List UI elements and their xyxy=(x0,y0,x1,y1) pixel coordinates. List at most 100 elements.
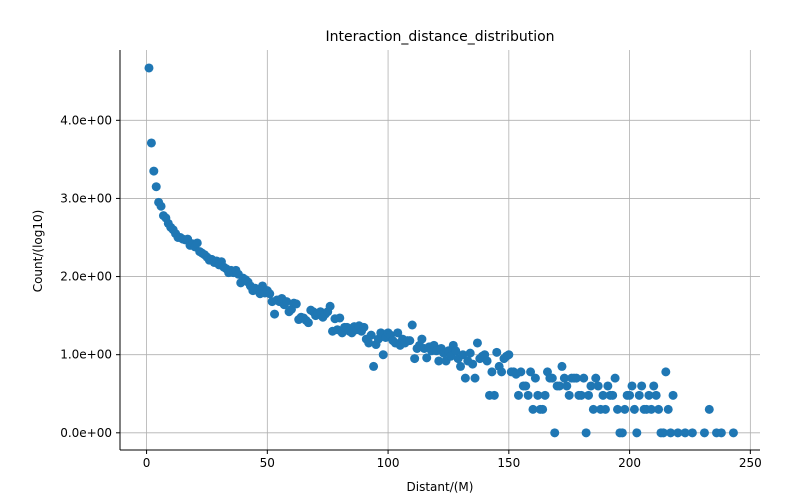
y-tick-label: 0.0e+00 xyxy=(60,426,112,440)
data-point xyxy=(610,373,620,383)
x-tick-label: 200 xyxy=(618,456,641,470)
data-point xyxy=(393,328,403,338)
data-point xyxy=(562,381,572,391)
data-point xyxy=(291,299,301,309)
data-point xyxy=(627,381,637,391)
data-point xyxy=(654,404,664,414)
data-point xyxy=(504,350,514,360)
data-point xyxy=(588,404,598,414)
data-point xyxy=(603,381,613,391)
data-points xyxy=(144,63,738,438)
data-point xyxy=(600,404,610,414)
y-tick-label: 1.0e+00 xyxy=(60,348,112,362)
data-point xyxy=(265,289,275,299)
x-axis-label: Distant/(M) xyxy=(407,480,474,494)
data-point xyxy=(629,404,639,414)
data-point xyxy=(687,428,697,438)
data-point xyxy=(646,404,656,414)
data-point xyxy=(325,301,335,311)
data-point xyxy=(673,428,683,438)
data-point xyxy=(716,428,726,438)
y-tick-label: 2.0e+00 xyxy=(60,270,112,284)
data-point xyxy=(151,182,161,192)
data-point xyxy=(303,318,313,328)
data-point xyxy=(492,347,502,357)
data-point xyxy=(378,350,388,360)
x-tick-label: 150 xyxy=(497,456,520,470)
data-point xyxy=(586,381,596,391)
data-point xyxy=(620,404,630,414)
data-point xyxy=(547,373,557,383)
data-point xyxy=(497,367,507,377)
y-tick-label: 4.0e+00 xyxy=(60,113,112,127)
data-point xyxy=(564,390,574,400)
data-point xyxy=(576,390,586,400)
data-point xyxy=(550,428,560,438)
data-point xyxy=(533,390,543,400)
data-point xyxy=(422,353,432,363)
data-point xyxy=(608,390,618,400)
data-point xyxy=(146,138,156,148)
data-point xyxy=(489,390,499,400)
data-point xyxy=(526,367,536,377)
x-tick-label: 100 xyxy=(377,456,400,470)
chart-title: Interaction_distance_distribution xyxy=(325,29,554,45)
data-point xyxy=(434,356,444,366)
data-point xyxy=(579,373,589,383)
data-point xyxy=(728,428,738,438)
data-point xyxy=(405,336,415,346)
data-point xyxy=(458,350,468,360)
data-point xyxy=(644,390,654,400)
data-point xyxy=(465,348,475,358)
data-point xyxy=(559,373,569,383)
data-point xyxy=(555,381,565,391)
data-point xyxy=(617,428,627,438)
data-point xyxy=(530,373,540,383)
data-point xyxy=(472,338,482,348)
x-tick-label: 50 xyxy=(260,456,275,470)
data-point xyxy=(282,297,292,307)
data-point xyxy=(144,63,154,73)
data-point xyxy=(359,322,369,332)
data-point xyxy=(451,346,461,356)
data-point xyxy=(335,313,345,323)
data-point xyxy=(666,428,676,438)
data-point xyxy=(487,367,497,377)
data-point xyxy=(523,390,533,400)
data-point xyxy=(516,367,526,377)
y-axis-label: Count/(log10) xyxy=(31,210,45,293)
data-point xyxy=(270,309,280,319)
data-point xyxy=(407,320,417,330)
grid xyxy=(120,50,760,450)
data-point xyxy=(528,404,538,414)
data-point xyxy=(581,428,591,438)
data-point xyxy=(637,381,647,391)
data-point xyxy=(470,373,480,383)
data-point xyxy=(634,390,644,400)
data-point xyxy=(538,404,548,414)
data-point xyxy=(632,428,642,438)
data-point xyxy=(591,373,601,383)
data-point xyxy=(625,390,635,400)
data-point xyxy=(613,404,623,414)
data-point xyxy=(410,354,420,364)
data-point xyxy=(417,334,427,344)
data-point xyxy=(149,166,159,176)
data-point xyxy=(651,390,661,400)
data-point xyxy=(658,428,668,438)
y-tick-label: 3.0e+00 xyxy=(60,191,112,205)
data-point xyxy=(584,390,594,400)
y-axis: 0.0e+00 1.0e+00 2.0e+00 3.0e+00 4.0e+00 xyxy=(60,113,120,440)
data-point xyxy=(192,238,202,248)
data-point xyxy=(369,361,379,371)
data-point xyxy=(156,201,166,211)
data-point xyxy=(668,390,678,400)
axes-spines xyxy=(119,50,760,451)
data-point xyxy=(521,381,531,391)
data-point xyxy=(680,428,690,438)
data-point xyxy=(364,338,374,348)
data-point xyxy=(366,330,376,340)
x-tick-label: 0 xyxy=(143,456,151,470)
data-point xyxy=(482,356,492,366)
